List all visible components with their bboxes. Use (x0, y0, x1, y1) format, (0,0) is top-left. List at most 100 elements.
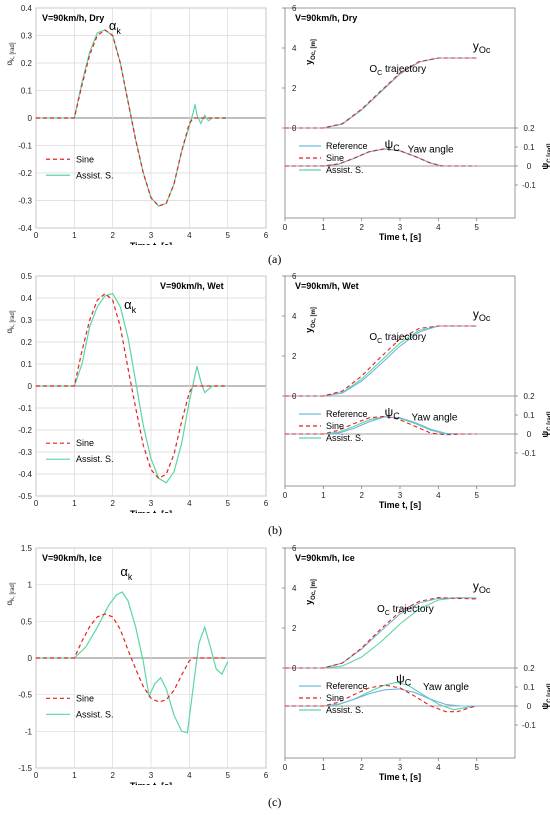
y2-tick-label: 0 (527, 702, 532, 711)
y-tick-label: 6 (292, 4, 297, 13)
y-tick-label: -0.5 (18, 492, 32, 501)
plot-area (284, 547, 516, 759)
legend-label: Assist. S. (326, 705, 364, 715)
x-tick-label: 5 (225, 499, 230, 508)
y-tick-label: -0.1 (18, 404, 32, 413)
y-tick-label: -0.5 (18, 691, 32, 700)
y2-tick-label: 0.1 (523, 411, 535, 420)
x-tick-label: 6 (264, 231, 269, 240)
chart-title: V=90km/h, Wet (160, 281, 224, 291)
x-tick-label: 4 (187, 231, 192, 240)
y-tick-label: -1.5 (18, 764, 32, 773)
annotation-yaw-angle: Yaw angle (408, 145, 454, 156)
legend-label: Assist. S. (76, 709, 114, 719)
chart-title: V=90km/h, Wet (295, 281, 359, 291)
series-line-sine-right (285, 684, 477, 713)
y-tick-label: 2 (292, 84, 297, 93)
y-tick-label: 0.3 (21, 32, 33, 41)
y-tick-label: 6 (292, 272, 297, 281)
x-tick-label: 5 (225, 771, 230, 780)
caption-c: (c) (268, 795, 282, 809)
y2-axis-label: ψC [rad] (540, 683, 550, 709)
x-tick-label: 5 (474, 763, 479, 772)
annotation-psi-c: ψC (396, 671, 412, 687)
y-tick-label: -0.3 (18, 448, 32, 457)
y2-axis-label: ψC [rad] (540, 411, 550, 437)
x-tick-label: 4 (436, 223, 441, 232)
chart-title: V=90km/h, Ice (42, 553, 102, 563)
y-tick-label: -0.4 (18, 224, 32, 233)
x-tick-label: 1 (321, 491, 326, 500)
y-axis-label: yOc, [m] (304, 307, 317, 333)
x-tick-label: 2 (110, 499, 115, 508)
annotation-yaw-angle: Yaw angle (423, 682, 469, 693)
y-axis-label: yOc, [m] (304, 39, 317, 65)
annotation-oc-trajectory: OC trajectory (369, 332, 426, 345)
y-tick-label: -0.1 (18, 142, 32, 151)
x-tick-label: 1 (72, 771, 77, 780)
x-tick-label: 5 (225, 231, 230, 240)
x-tick-label: 3 (149, 499, 154, 508)
y-tick-label: 4 (292, 312, 297, 321)
y-tick-label: -0.2 (18, 426, 32, 435)
annotation-psi-c: ψC (385, 137, 401, 153)
x-tick-label: 3 (398, 763, 403, 772)
legend-label: Reference (326, 681, 368, 691)
x-tick-label: 6 (264, 771, 269, 780)
y-tick-label: -0.3 (18, 197, 32, 206)
y2-tick-label: 0.1 (523, 683, 535, 692)
y-tick-label: 0.2 (21, 59, 33, 68)
x-axis-label: Time t, [s] (130, 781, 172, 785)
y2-tick-label: 0 (527, 162, 532, 171)
x-tick-label: 3 (149, 231, 154, 240)
x-tick-label: 4 (436, 763, 441, 772)
y-tick-label: -1 (25, 727, 33, 736)
x-tick-label: 2 (359, 223, 364, 232)
x-tick-label: 0 (283, 223, 288, 232)
x-tick-label: 3 (149, 771, 154, 780)
legend-label: Assist. S. (76, 170, 114, 180)
x-tick-label: 1 (72, 231, 77, 240)
y2-tick-label: 0 (527, 430, 532, 439)
legend-label: Assist. S. (326, 165, 364, 175)
y-tick-label: 2 (292, 624, 297, 633)
legend-label: Assist. S. (326, 433, 364, 443)
annotation-alpha-k: αk (109, 18, 122, 36)
y-tick-label: 1.5 (21, 544, 33, 553)
x-tick-label: 0 (283, 491, 288, 500)
y2-tick-label: 0.2 (523, 392, 535, 401)
x-tick-label: 4 (436, 491, 441, 500)
y-tick-label: 0.1 (21, 360, 33, 369)
series-line-reference-right (285, 416, 477, 435)
plot-area (284, 7, 516, 219)
x-tick-label: 4 (187, 771, 192, 780)
x-tick-label: 6 (264, 499, 269, 508)
legend-label: Sine (76, 693, 94, 703)
y-axis-label: αk, [rad] (5, 310, 16, 333)
x-tick-label: 1 (321, 763, 326, 772)
series-line-assist-s- (36, 591, 229, 734)
chart-steer-ice: 1.510.50-0.5-1-1.50123456Time t, [s]αk, … (5, 544, 269, 785)
x-tick-label: 2 (110, 771, 115, 780)
x-tick-label: 1 (321, 223, 326, 232)
chart-title: V=90km/h, Dry (42, 13, 104, 23)
legend-label: Assist. S. (76, 454, 114, 464)
x-tick-label: 4 (187, 499, 192, 508)
y-axis-label: αk, [rad] (5, 42, 16, 65)
annotation-oc-trajectory: OC trajectory (369, 64, 426, 77)
chart-steer-wet: 0.50.40.30.20.10-0.1-0.2-0.3-0.4-0.50 1 2 3… (5, 272, 269, 513)
legend-label: Sine (76, 438, 94, 448)
series-line-sine-left (285, 325, 477, 397)
y2-tick-label: -0.1 (522, 721, 536, 730)
annotation-oc-trajectory: OC trajectory (377, 604, 434, 617)
x-tick-label: 0 (34, 499, 39, 508)
x-tick-label: 5 (474, 223, 479, 232)
series-line-sine-right (285, 148, 477, 167)
annotation-y-oc: yOc (473, 39, 491, 55)
legend-label: Reference (326, 409, 368, 419)
chart-steer-dry: 0.40.30.20.10-0.1-0.2-0.3-0.40123456Time… (5, 4, 269, 245)
